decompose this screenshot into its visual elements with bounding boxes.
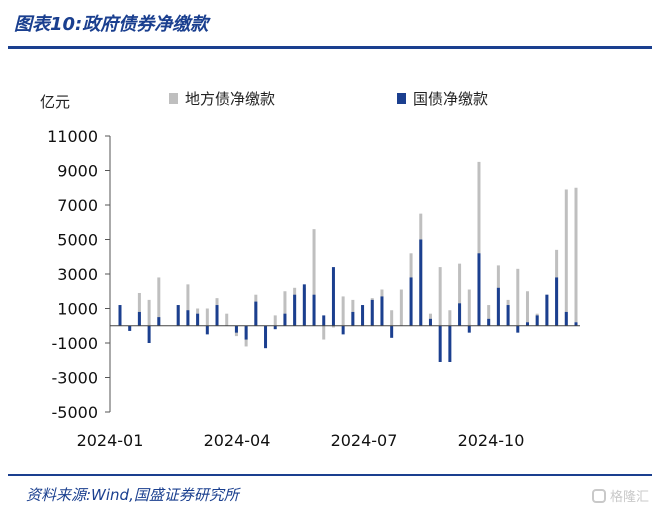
y-tick-label: 1000 [57,300,98,319]
y-tick-label: 11000 [47,127,98,146]
bar-national [157,317,161,326]
bar-national [244,325,248,340]
bar-local [516,268,520,326]
bar-local [341,296,345,326]
bar-local [390,310,394,326]
bar-local [283,291,287,326]
bar-local [147,299,151,326]
bar-national [205,325,209,335]
watermark: 格隆汇 [591,486,649,505]
legend-national: 国债净缴款 [397,88,488,109]
bar-national [176,305,180,326]
y-tick-label: -3000 [52,369,99,388]
legend-national-swatch [397,93,406,104]
bar-national [283,313,287,326]
bar-local [467,289,471,326]
bar-national [137,311,141,326]
bar-local [438,267,442,326]
y-unit-label: 亿元 [40,93,71,111]
y-tick-label: -1000 [52,334,99,353]
bar-national [564,311,568,326]
bar-national [186,310,190,326]
bar-national [215,305,219,326]
bar-local [574,187,578,326]
bar-local [186,284,190,326]
bar-national [380,296,384,326]
bar-national [273,325,277,330]
bar-local [312,229,316,326]
bar-local [137,292,141,326]
y-tick-label: 3000 [57,265,98,284]
y-tick-label: 9000 [57,162,98,181]
bar-local [273,315,277,326]
bar-national [535,315,539,326]
bar-national [496,287,500,326]
bar-national [322,315,326,326]
watermark-logo-icon [591,488,606,503]
bar-national [467,325,471,333]
bar-national [293,294,297,326]
bar-national [545,294,549,326]
legend-local: 地方债净缴款 [169,88,275,109]
bar-national [118,305,122,326]
bar-national [302,284,306,326]
bar-national [516,325,520,333]
bar-national [234,325,238,333]
header-rule [8,46,652,49]
bar-national [390,325,394,338]
bar-national [419,239,423,326]
bar-national [361,305,365,326]
bar-national [438,325,442,362]
bar-local [322,325,326,340]
bar-national [351,311,355,326]
bar-national [341,325,345,335]
bar-local [477,161,481,326]
bar-national [448,325,452,362]
bar-national [458,303,462,326]
legend-national-label: 国债净缴款 [413,90,489,108]
bar-national [147,325,151,343]
y-tick-label: 7000 [57,196,98,215]
legend-local-swatch [169,93,178,104]
bar-local [225,313,229,326]
bar-national [196,313,200,326]
bar-national [555,277,559,326]
bar-national [331,267,335,326]
bar-local [525,291,529,326]
bar-national [312,294,316,326]
x-tick-label: 2024-01 [77,431,144,450]
y-tick-label: 5000 [57,231,98,250]
bar-local [487,305,491,326]
legend-local-label: 地方债净缴款 [185,90,276,108]
bar-national [525,322,529,326]
bar-local [157,277,161,326]
bar-national [264,325,268,349]
watermark-text: 格隆汇 [609,490,649,505]
figure-title: 图表10:政府债券净缴款 [14,14,209,35]
bar-local [399,289,403,326]
source-note: 资料来源:Wind,国盛证券研究所 [26,486,239,504]
footer-rule [8,474,652,476]
bar-local [205,308,209,326]
bar-national [409,277,413,326]
bar-national [370,299,374,326]
bar-national [574,322,578,326]
bar-national [128,325,132,331]
bar-national [506,305,510,326]
bar-national [428,318,432,326]
y-tick-label: -5000 [52,403,99,422]
bar-national [487,318,491,326]
x-tick-label: 2024-10 [458,431,525,450]
bar-national [477,253,481,326]
x-tick-label: 2024-04 [204,431,271,450]
bar-local [448,310,452,326]
bar-local [331,325,335,328]
bar-national [254,301,258,326]
bar-local [564,189,568,326]
x-tick-label: 2024-07 [331,431,398,450]
bar-local [458,263,462,326]
